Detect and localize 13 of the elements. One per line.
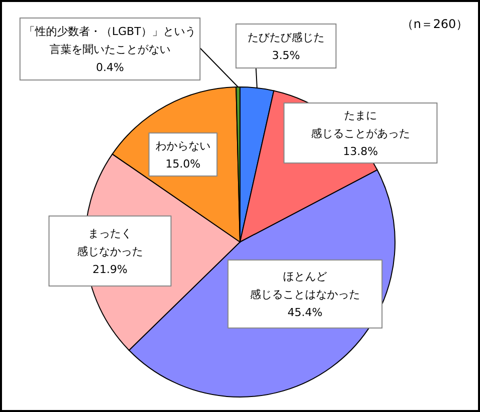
slice-label: まったく感じなかった	[77, 227, 143, 258]
data-label: 0.4%	[96, 61, 124, 74]
slice-label: わからない	[156, 140, 210, 152]
data-label: 45.4%	[288, 306, 322, 319]
slice-label: たびたび感じた	[248, 31, 324, 44]
data-label: 13.8%	[343, 145, 378, 158]
slice-label: たまに感じることがあった	[311, 109, 410, 140]
data-label: 3.5%	[272, 49, 300, 62]
slice-label: 「性的少数者・（LGBT）」という言葉を聞いたことがない	[24, 25, 196, 56]
data-label: 15.0%	[166, 158, 200, 170]
data-label: 21.9%	[92, 263, 128, 276]
text: （n＝260）	[401, 17, 468, 31]
slice-label: ほとんど感じることはなかった	[250, 270, 360, 301]
